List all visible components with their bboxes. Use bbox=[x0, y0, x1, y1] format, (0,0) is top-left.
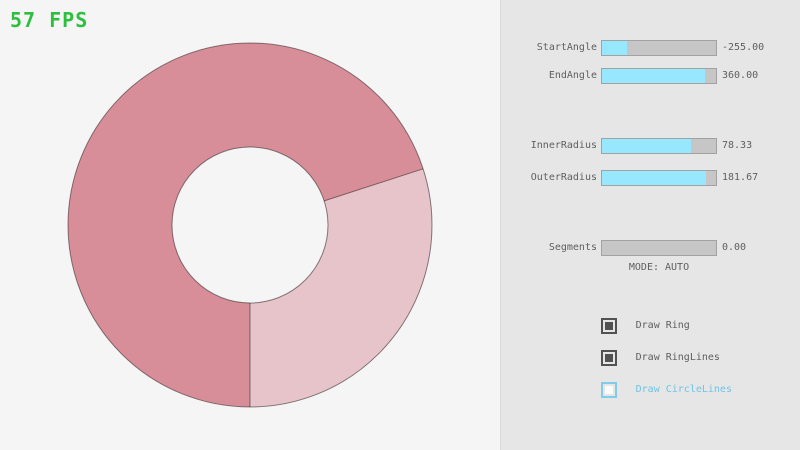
slider-label-startangle: StartAngle bbox=[536, 42, 597, 53]
checkbox-draw-ringlines[interactable] bbox=[601, 350, 617, 366]
checkbox-label-draw-ring: Draw Ring bbox=[635, 320, 690, 331]
ring-canvas: 57 FPS bbox=[10, 8, 433, 408]
checkbox-row-draw-ringlines: Draw RingLines bbox=[601, 350, 720, 366]
slider-value-outerradius: 181.67 bbox=[722, 172, 759, 183]
slider-segments[interactable] bbox=[601, 240, 717, 256]
checkbox-label-draw-ringlines: Draw RingLines bbox=[635, 352, 720, 363]
slider-innerradius[interactable] bbox=[601, 138, 717, 154]
checkbox-row-draw-circlelines: Draw CircleLines bbox=[601, 382, 732, 398]
checkbox-row-draw-ring: Draw Ring bbox=[601, 318, 690, 334]
slider-value-innerradius: 78.33 bbox=[722, 140, 753, 151]
slider-row-startangle: StartAngle -255.00 bbox=[501, 40, 800, 56]
slider-label-outerradius: OuterRadius bbox=[530, 172, 597, 183]
slider-row-outerradius: OuterRadius 181.67 bbox=[501, 170, 800, 186]
mode-label: MODE: AUTO bbox=[628, 262, 690, 273]
control-panel: StartAngle -255.00 EndAngle 360.00 Inner… bbox=[500, 0, 800, 450]
slider-fill-innerradius bbox=[602, 139, 692, 153]
slider-value-endangle: 360.00 bbox=[722, 70, 759, 81]
slider-value-segments: 0.00 bbox=[722, 242, 747, 253]
ring-chart bbox=[67, 42, 433, 408]
slider-startangle[interactable] bbox=[601, 40, 717, 56]
checkbox-draw-ring[interactable] bbox=[601, 318, 617, 334]
slider-fill-outerradius bbox=[602, 171, 706, 185]
slider-endangle[interactable] bbox=[601, 68, 717, 84]
slider-fill-endangle bbox=[602, 69, 705, 83]
slider-label-endangle: EndAngle bbox=[548, 70, 597, 81]
slider-row-endangle: EndAngle 360.00 bbox=[501, 68, 800, 84]
slider-label-innerradius: InnerRadius bbox=[530, 140, 597, 151]
slider-value-startangle: -255.00 bbox=[722, 42, 765, 53]
fps-counter: 57 FPS bbox=[10, 8, 89, 32]
slider-fill-startangle bbox=[602, 41, 627, 55]
checkbox-draw-circlelines[interactable] bbox=[601, 382, 617, 398]
checkbox-label-draw-circlelines: Draw CircleLines bbox=[635, 384, 732, 395]
slider-label-segments: Segments bbox=[548, 242, 597, 253]
slider-outerradius[interactable] bbox=[601, 170, 717, 186]
slider-row-segments: Segments 0.00 bbox=[501, 240, 800, 256]
slider-row-innerradius: InnerRadius 78.33 bbox=[501, 138, 800, 154]
